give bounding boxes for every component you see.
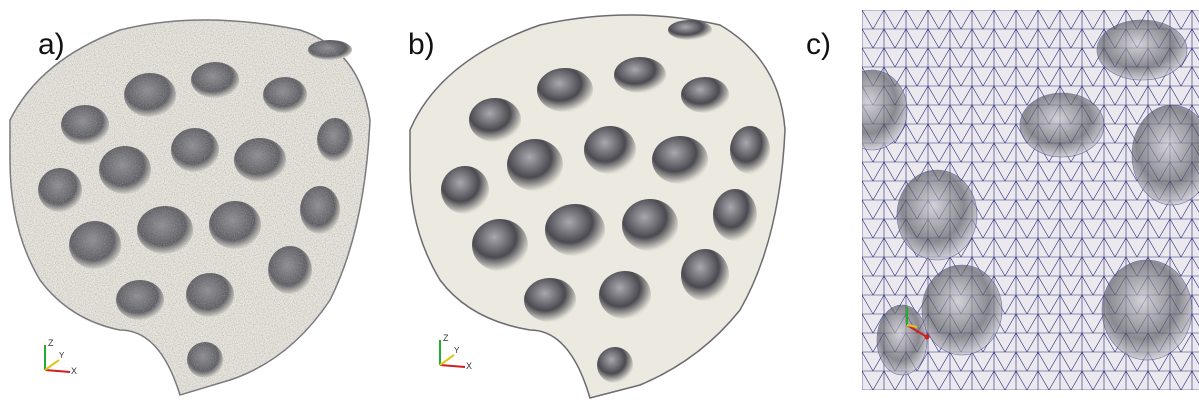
svg-text:Z: Z: [48, 338, 54, 348]
svg-text:Y: Y: [454, 346, 460, 355]
svg-text:Z: Z: [443, 333, 449, 343]
panel-c-label: c): [806, 28, 831, 61]
svg-text:X: X: [466, 361, 472, 371]
panel-a-label: a): [38, 28, 65, 61]
panel-b-label: b): [408, 28, 435, 61]
svg-text:Y: Y: [59, 351, 65, 360]
foam-rough-render: Z Y X: [9, 19, 371, 396]
svg-text:X: X: [71, 366, 77, 376]
mesh-closeup-render: [862, 10, 1199, 390]
panel-b: b) Z Y X: [400, 0, 820, 401]
foam-smooth-render: Z Y X: [409, 14, 786, 399]
axes-triad-icon: [906, 307, 930, 340]
panel-a: a): [0, 0, 400, 401]
axes-triad-icon: Z Y X: [439, 333, 472, 371]
axes-triad-icon: Z Y X: [44, 338, 77, 376]
panel-c: [862, 10, 1199, 390]
